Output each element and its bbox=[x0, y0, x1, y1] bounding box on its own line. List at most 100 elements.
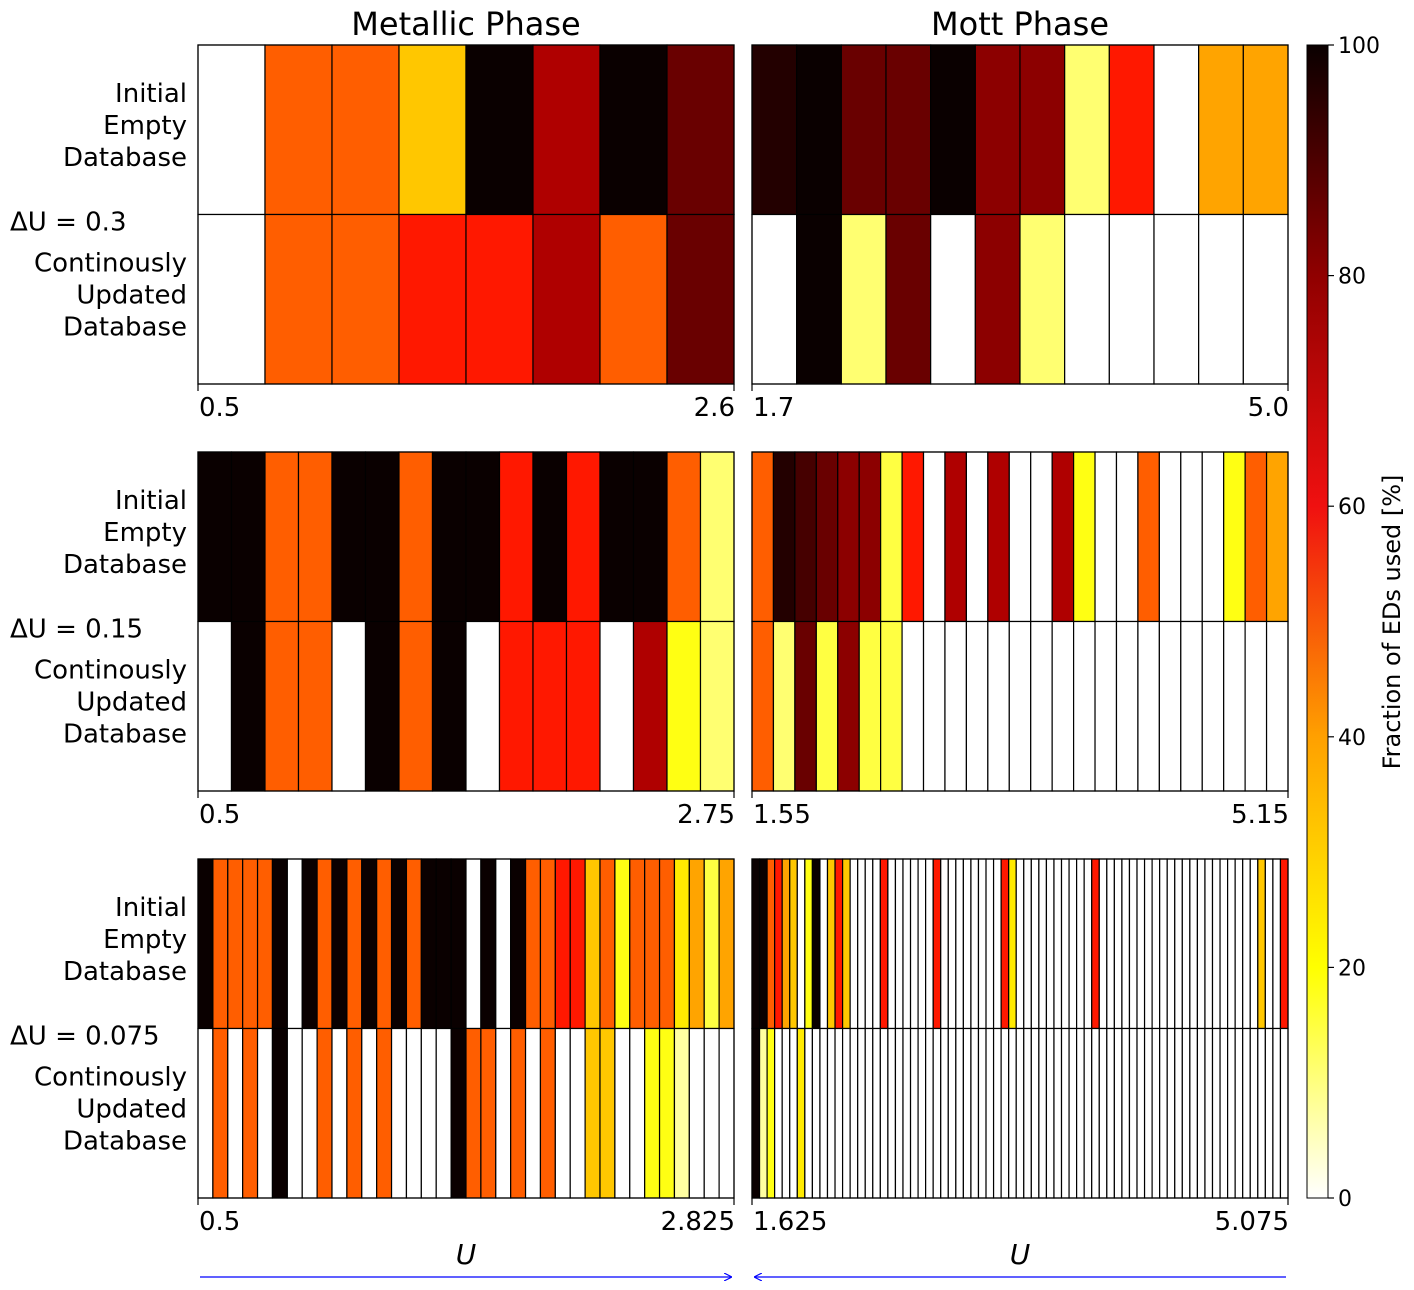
cell-mott-continuous bbox=[796, 1027, 806, 1199]
cell-metallic-initial bbox=[197, 858, 214, 1030]
heatmap-mott-0: 1.7 5.0 bbox=[751, 44, 1289, 423]
cell-mott-continuous bbox=[932, 1027, 942, 1199]
cell-metallic-continuous bbox=[465, 213, 534, 385]
cell-mott-continuous bbox=[1072, 620, 1096, 792]
cell-mott-initial bbox=[1030, 451, 1053, 623]
row-label-initial-empty-database: Database bbox=[63, 143, 187, 173]
cell-mott-initial bbox=[1151, 858, 1161, 1030]
heatmap-mott-2: 1.625 5.075 bbox=[751, 858, 1289, 1237]
xlabel-left: U bbox=[456, 1238, 477, 1271]
cell-metallic-continuous bbox=[197, 620, 233, 792]
cell-mott-initial bbox=[1180, 451, 1203, 623]
cell-mott-initial bbox=[1060, 858, 1070, 1030]
cell-mott-continuous bbox=[1234, 1027, 1244, 1199]
cell-mott-initial bbox=[804, 858, 813, 1030]
cell-mott-initial bbox=[909, 858, 919, 1030]
cell-metallic-continuous bbox=[197, 213, 266, 385]
cell-metallic-continuous bbox=[297, 620, 333, 792]
cell-metallic-continuous bbox=[364, 620, 400, 792]
cell-mott-continuous bbox=[811, 1027, 821, 1199]
cell-mott-initial bbox=[1223, 451, 1246, 623]
cell-metallic-continuous bbox=[242, 1027, 259, 1199]
cell-mott-continuous bbox=[977, 1027, 987, 1199]
cell-mott-continuous bbox=[1257, 1027, 1266, 1199]
cell-mott-continuous bbox=[1045, 1027, 1055, 1199]
cell-mott-continuous bbox=[815, 620, 839, 792]
row-label-continuously-updated-database: Database bbox=[63, 720, 187, 750]
cell-mott-continuous bbox=[826, 1027, 836, 1199]
cell-metallic-continuous bbox=[699, 620, 735, 792]
cell-mott-initial bbox=[774, 858, 783, 1030]
cell-mott-continuous bbox=[841, 1027, 851, 1199]
cell-mott-initial bbox=[902, 858, 912, 1030]
cell-mott-initial bbox=[894, 858, 904, 1030]
cell-mott-continuous bbox=[885, 213, 932, 385]
cell-metallic-continuous bbox=[688, 1027, 705, 1199]
cell-mott-initial bbox=[985, 858, 995, 1030]
cell-mott-initial bbox=[1249, 858, 1259, 1030]
tick-label-start: 0.5 bbox=[199, 1207, 240, 1237]
cell-mott-initial bbox=[1098, 858, 1108, 1030]
cell-mott-continuous bbox=[947, 1027, 957, 1199]
cell-mott-initial bbox=[940, 858, 949, 1030]
cell-mott-continuous bbox=[772, 620, 796, 792]
cell-metallic-initial bbox=[450, 858, 467, 1030]
cell-metallic-initial bbox=[569, 858, 586, 1030]
cell-mott-initial bbox=[789, 858, 798, 1030]
cell-metallic-continuous bbox=[632, 620, 668, 792]
tick-label-start: 0.5 bbox=[199, 393, 240, 423]
cell-metallic-continuous bbox=[666, 620, 702, 792]
cell-mott-continuous bbox=[1136, 1027, 1146, 1199]
colorbar-tick-label: 100 bbox=[1338, 34, 1380, 59]
cell-mott-initial bbox=[970, 858, 980, 1030]
cell-mott-initial bbox=[1094, 451, 1118, 623]
cell-metallic-continuous bbox=[498, 620, 534, 792]
cell-mott-initial bbox=[1211, 858, 1221, 1030]
cell-mott-continuous bbox=[940, 1027, 949, 1199]
heatmap-metallic-1: 0.5 2.75 bbox=[197, 451, 735, 830]
cell-metallic-continuous bbox=[673, 1027, 690, 1199]
cell-mott-initial bbox=[815, 451, 839, 623]
cell-metallic-initial bbox=[431, 451, 467, 623]
cell-metallic-initial bbox=[699, 451, 735, 623]
cell-mott-initial bbox=[1083, 858, 1093, 1030]
axes-frame bbox=[197, 858, 735, 1199]
heatmap-metallic-0: 0.5 2.6 bbox=[197, 44, 735, 423]
cell-metallic-initial bbox=[331, 451, 367, 623]
cell-mott-initial bbox=[1242, 858, 1251, 1030]
cell-metallic-initial bbox=[666, 44, 735, 216]
cell-mott-continuous bbox=[1249, 1027, 1259, 1199]
cell-metallic-initial bbox=[554, 858, 571, 1030]
cell-mott-continuous bbox=[849, 1027, 859, 1199]
cell-mott-initial bbox=[837, 451, 860, 623]
cell-metallic-initial bbox=[256, 858, 274, 1030]
cell-metallic-initial bbox=[271, 858, 288, 1030]
cell-mott-initial bbox=[1136, 858, 1146, 1030]
cell-mott-initial bbox=[1000, 858, 1010, 1030]
tick-label-start: 1.625 bbox=[753, 1207, 827, 1237]
cell-mott-continuous bbox=[955, 1027, 964, 1199]
cell-mott-continuous bbox=[1076, 1027, 1085, 1199]
cell-metallic-initial bbox=[632, 451, 668, 623]
cell-metallic-continuous bbox=[599, 213, 668, 385]
cell-mott-continuous bbox=[1128, 1027, 1138, 1199]
cell-metallic-continuous bbox=[398, 213, 467, 385]
cell-mott-initial bbox=[794, 451, 817, 623]
cell-mott-continuous bbox=[880, 620, 903, 792]
cell-metallic-continuous bbox=[510, 1027, 527, 1199]
cell-mott-continuous bbox=[1223, 620, 1246, 792]
cell-mott-initial bbox=[772, 451, 796, 623]
cell-mott-continuous bbox=[1158, 620, 1182, 792]
cell-mott-continuous bbox=[1068, 1027, 1078, 1199]
cell-mott-continuous bbox=[1106, 1027, 1115, 1199]
cell-mott-initial bbox=[1234, 858, 1244, 1030]
cell-mott-continuous bbox=[1051, 620, 1075, 792]
row-label-continuously-updated-database: Updated bbox=[76, 281, 187, 311]
cell-metallic-initial bbox=[532, 44, 601, 216]
heatmap-metallic-2: 0.5 2.825 bbox=[197, 858, 735, 1237]
cell-metallic-continuous bbox=[599, 620, 635, 792]
cell-mott-continuous bbox=[974, 213, 1021, 385]
cell-mott-continuous bbox=[1180, 620, 1203, 792]
row-label-initial-empty-database: Initial bbox=[115, 893, 187, 923]
cell-mott-continuous bbox=[909, 1027, 919, 1199]
